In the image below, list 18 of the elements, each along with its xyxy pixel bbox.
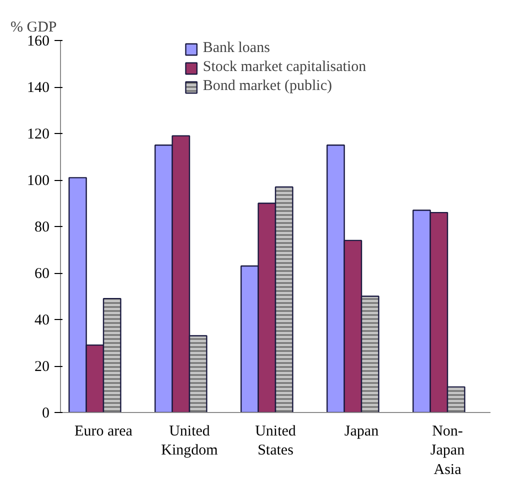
x-tick-label: United Kingdom (161, 424, 218, 459)
legend-label: Stock market capitalisation (202, 59, 366, 76)
x-tick-label: Japan (344, 424, 380, 440)
y-tick-label: 100 (27, 173, 50, 189)
legend-label: Bond market (public) (202, 78, 332, 95)
y-tick-label: 0 (42, 406, 50, 422)
x-tick-label: Euro area (74, 424, 133, 440)
y-tick-label: 80 (34, 220, 50, 236)
y-axis-title: % GDP (10, 20, 57, 36)
y-tick-label: 120 (27, 126, 50, 142)
y-tick-label: 140 (27, 80, 50, 96)
y-tick-label: 160 (27, 34, 50, 50)
y-tick-label: 40 (34, 312, 50, 328)
y-tick-label: 20 (34, 359, 50, 375)
x-tick-label: United States (255, 424, 296, 459)
y-tick-label: 60 (34, 266, 50, 282)
x-tick-label: Non- Japan Asia (430, 424, 466, 478)
legend-label: Bank loans (202, 40, 270, 57)
